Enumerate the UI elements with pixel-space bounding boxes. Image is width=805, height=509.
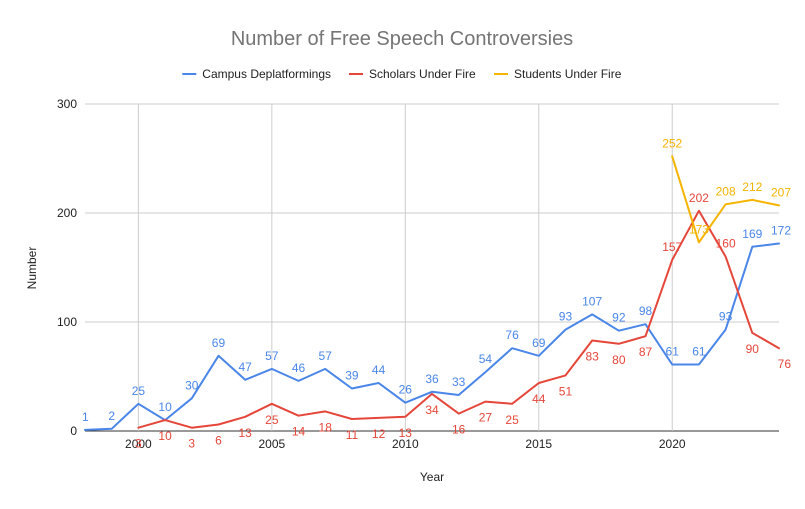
- data-label: 12: [372, 427, 386, 441]
- x-tick-label: 2020: [659, 437, 686, 451]
- data-label: 208: [716, 184, 736, 198]
- data-label: 207: [771, 185, 791, 199]
- data-label: 34: [425, 403, 439, 417]
- data-label: 57: [265, 349, 279, 363]
- x-tick-label: 2005: [258, 437, 285, 451]
- data-label: 69: [532, 336, 546, 350]
- data-label: 51: [559, 384, 573, 398]
- data-label: 69: [212, 336, 226, 350]
- data-label: 16: [452, 423, 466, 437]
- x-tick-label: 2000: [125, 437, 152, 451]
- axes: 0 100 200 300 2000 2005 2010 2015 2020: [57, 97, 686, 451]
- y-tick-label: 0: [70, 424, 77, 438]
- x-tick-label: 2010: [392, 437, 419, 451]
- data-label: 3: [188, 437, 195, 451]
- data-label: 39: [345, 368, 359, 382]
- data-label: 1: [82, 410, 89, 424]
- data-label: 61: [666, 345, 680, 359]
- x-tick-label: 2015: [525, 437, 552, 451]
- data-label: 6: [215, 433, 222, 447]
- data-label: 25: [265, 413, 279, 427]
- data-label: 160: [716, 237, 736, 251]
- data-label: 10: [158, 400, 172, 414]
- data-label: 98: [639, 304, 653, 318]
- series-line-0: [84, 242, 780, 431]
- data-label: 26: [399, 383, 413, 397]
- legend: Campus Deplatformings Scholars Under Fire…: [182, 67, 622, 81]
- series-lines: [84, 155, 780, 431]
- y-tick-label: 100: [57, 315, 77, 329]
- data-label: 252: [662, 136, 682, 150]
- legend-item-1: Scholars Under Fire: [349, 67, 476, 81]
- chart-title: Number of Free Speech Controversies: [231, 28, 573, 50]
- legend-item-2: Students Under Fire: [494, 67, 622, 81]
- series-line-1: [137, 209, 780, 429]
- data-label: 57: [319, 349, 333, 363]
- x-axis-title: Year: [420, 470, 444, 484]
- data-label: 93: [719, 310, 733, 324]
- data-label: 212: [742, 180, 762, 194]
- data-label: 169: [742, 227, 762, 241]
- data-label: 10: [158, 429, 172, 443]
- legend-label: Scholars Under Fire: [369, 67, 476, 81]
- data-label: 13: [238, 426, 252, 440]
- data-label: 87: [639, 345, 653, 359]
- y-axis-title: Number: [25, 247, 39, 290]
- data-label: 14: [292, 425, 306, 439]
- data-label: 46: [292, 361, 306, 375]
- data-label: 3: [135, 437, 142, 451]
- data-label: 13: [399, 426, 413, 440]
- data-label: 47: [238, 360, 252, 374]
- data-label: 80: [612, 353, 626, 367]
- data-label: 25: [505, 413, 519, 427]
- data-label: 202: [689, 191, 709, 205]
- data-label: 2: [108, 409, 115, 423]
- data-label: 44: [372, 363, 386, 377]
- legend-item-0: Campus Deplatformings: [182, 67, 331, 81]
- series-line-2: [671, 155, 780, 244]
- data-label: 27: [479, 411, 493, 425]
- data-label: 76: [778, 357, 792, 371]
- data-label: 36: [425, 372, 439, 386]
- gridlines: [85, 103, 779, 432]
- data-label: 76: [505, 328, 519, 342]
- data-label: 18: [319, 420, 333, 434]
- data-label: 173: [689, 222, 709, 236]
- data-label: 44: [532, 392, 546, 406]
- data-label: 54: [479, 352, 493, 366]
- data-label: 157: [662, 240, 682, 254]
- data-label: 93: [559, 310, 573, 324]
- data-label: 172: [771, 224, 791, 238]
- data-label: 107: [582, 294, 602, 308]
- data-label: 33: [452, 375, 466, 389]
- y-tick-label: 200: [57, 206, 77, 220]
- data-label: 11: [346, 428, 359, 442]
- data-label: 30: [185, 378, 199, 392]
- legend-label: Campus Deplatformings: [202, 67, 331, 81]
- legend-label: Students Under Fire: [514, 67, 622, 81]
- data-label: 61: [692, 345, 706, 359]
- data-label: 25: [132, 384, 146, 398]
- data-label: 83: [585, 350, 599, 364]
- data-label: 90: [746, 342, 760, 356]
- data-label: 92: [612, 311, 626, 325]
- y-tick-label: 300: [57, 97, 77, 111]
